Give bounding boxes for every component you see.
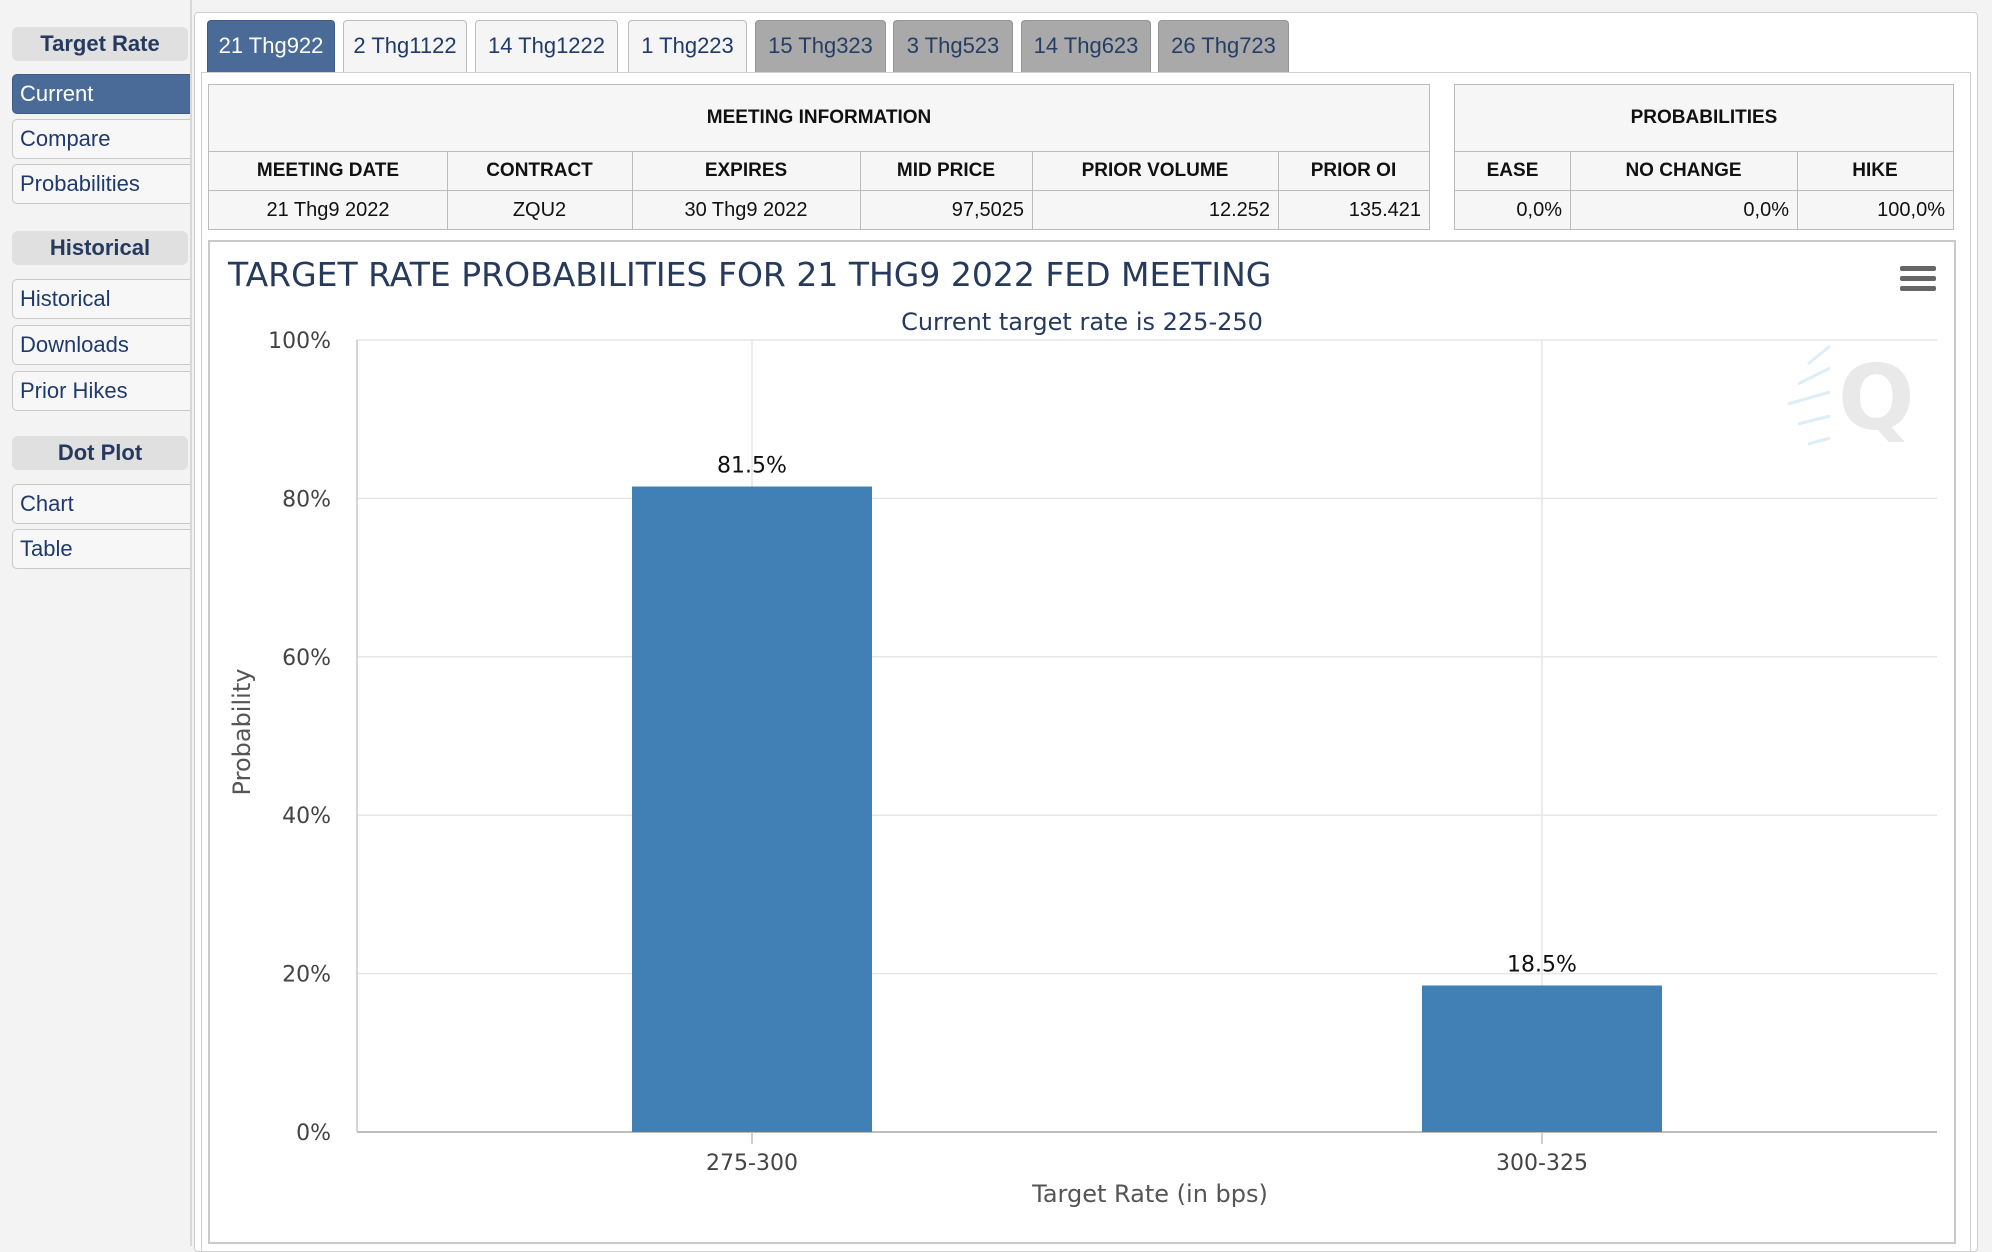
x-tick-label: 275-300 xyxy=(706,1151,798,1176)
col-prior-oi: PRIOR OI xyxy=(1278,151,1429,191)
cell-ease: 0,0% xyxy=(1516,199,1562,221)
hamburger-menu-icon[interactable] xyxy=(1900,266,1936,296)
x-axis-label: Target Rate (in bps) xyxy=(1031,1180,1268,1208)
meeting-info-table: MEETING INFORMATION MEETING DATE CONTRAC… xyxy=(208,84,1430,230)
sidebar-item-chart[interactable]: Chart xyxy=(12,484,190,524)
target-rate-heading: Target Rate xyxy=(12,27,188,61)
tab-content: MEETING INFORMATION MEETING DATE CONTRAC… xyxy=(201,72,1971,1252)
col-expires: EXPIRES xyxy=(632,151,860,191)
dot-plot-heading: Dot Plot xyxy=(12,436,188,470)
col-meeting-date: MEETING DATE xyxy=(209,151,447,191)
cell-contract: ZQU2 xyxy=(512,199,567,221)
y-tick-label: 60% xyxy=(282,646,331,671)
tab-meeting-1[interactable]: 21 Thg922 xyxy=(207,20,335,72)
col-prior-volume: PRIOR VOLUME xyxy=(1032,151,1278,191)
y-tick-label: 80% xyxy=(282,487,331,512)
cell-prior-volume: 12.252 xyxy=(1208,199,1270,221)
bar[interactable] xyxy=(1422,985,1662,1132)
cell-expires: 30 Thg9 2022 xyxy=(684,199,808,221)
cell-meeting-date: 21 Thg9 2022 xyxy=(266,199,390,221)
col-no-change: NO CHANGE xyxy=(1570,151,1797,191)
cell-no-change: 0,0% xyxy=(1743,199,1789,221)
chart-container: Q TARGET RATE PROBABILITIES FOR 21 THG9 … xyxy=(208,240,1956,1244)
sidebar-item-historical[interactable]: Historical xyxy=(12,279,190,319)
tab-meeting-3[interactable]: 14 Thg1222 xyxy=(475,20,618,72)
q-watermark-logo: Q xyxy=(1787,344,1915,451)
sidebar-item-compare[interactable]: Compare xyxy=(12,119,190,159)
sidebar-divider xyxy=(190,0,192,1246)
svg-text:Q: Q xyxy=(1838,346,1915,451)
y-axis-label: Probability xyxy=(228,669,256,796)
bar-data-label: 18.5% xyxy=(1507,952,1577,977)
cell-hike: 100,0% xyxy=(1877,199,1945,221)
tab-meeting-8[interactable]: 26 Thg723 xyxy=(1158,20,1289,72)
sidebar-item-prior-hikes[interactable]: Prior Hikes xyxy=(12,371,190,411)
cell-prior-oi: 135.421 xyxy=(1348,199,1421,221)
sidebar-item-probabilities[interactable]: Probabilities xyxy=(12,164,190,204)
y-tick-label: 40% xyxy=(282,804,331,829)
bar[interactable] xyxy=(632,486,872,1132)
probabilities-table: PROBABILITIES EASE NO CHANGE HIKE 0,0% 0… xyxy=(1454,84,1954,230)
col-hike: HIKE xyxy=(1797,151,1953,191)
x-tick-label: 300-325 xyxy=(1496,1151,1588,1176)
tab-meeting-6[interactable]: 3 Thg523 xyxy=(893,20,1013,72)
chart-subtitle: Current target rate is 225-250 xyxy=(901,308,1263,336)
y-tick-label: 0% xyxy=(296,1121,331,1146)
bar-data-label: 81.5% xyxy=(717,454,787,479)
tab-meeting-7[interactable]: 14 Thg623 xyxy=(1021,20,1151,72)
main-panel: 21 Thg922 2 Thg1122 14 Thg1222 1 Thg223 … xyxy=(194,12,1978,1252)
y-tick-label: 100% xyxy=(268,329,331,354)
sidebar-item-downloads[interactable]: Downloads xyxy=(12,325,190,365)
y-tick-label: 20% xyxy=(282,963,331,988)
sidebar-item-table[interactable]: Table xyxy=(12,529,190,569)
tab-meeting-5[interactable]: 15 Thg323 xyxy=(755,20,886,72)
sidebar-item-current[interactable]: Current xyxy=(12,74,190,114)
probabilities-title: PROBABILITIES xyxy=(1455,85,1953,152)
meeting-info-title: MEETING INFORMATION xyxy=(209,85,1429,152)
tab-meeting-2[interactable]: 2 Thg1122 xyxy=(343,20,467,72)
probability-chart: Q TARGET RATE PROBABILITIES FOR 21 THG9 … xyxy=(227,255,1937,1208)
col-mid-price: MID PRICE xyxy=(860,151,1032,191)
col-contract: CONTRACT xyxy=(447,151,632,191)
cell-mid-price: 97,5025 xyxy=(951,199,1024,221)
historical-heading: Historical xyxy=(12,231,188,265)
col-ease: EASE xyxy=(1455,151,1570,191)
tab-meeting-4[interactable]: 1 Thg223 xyxy=(628,20,747,72)
chart-title: TARGET RATE PROBABILITIES FOR 21 THG9 20… xyxy=(227,255,1271,294)
